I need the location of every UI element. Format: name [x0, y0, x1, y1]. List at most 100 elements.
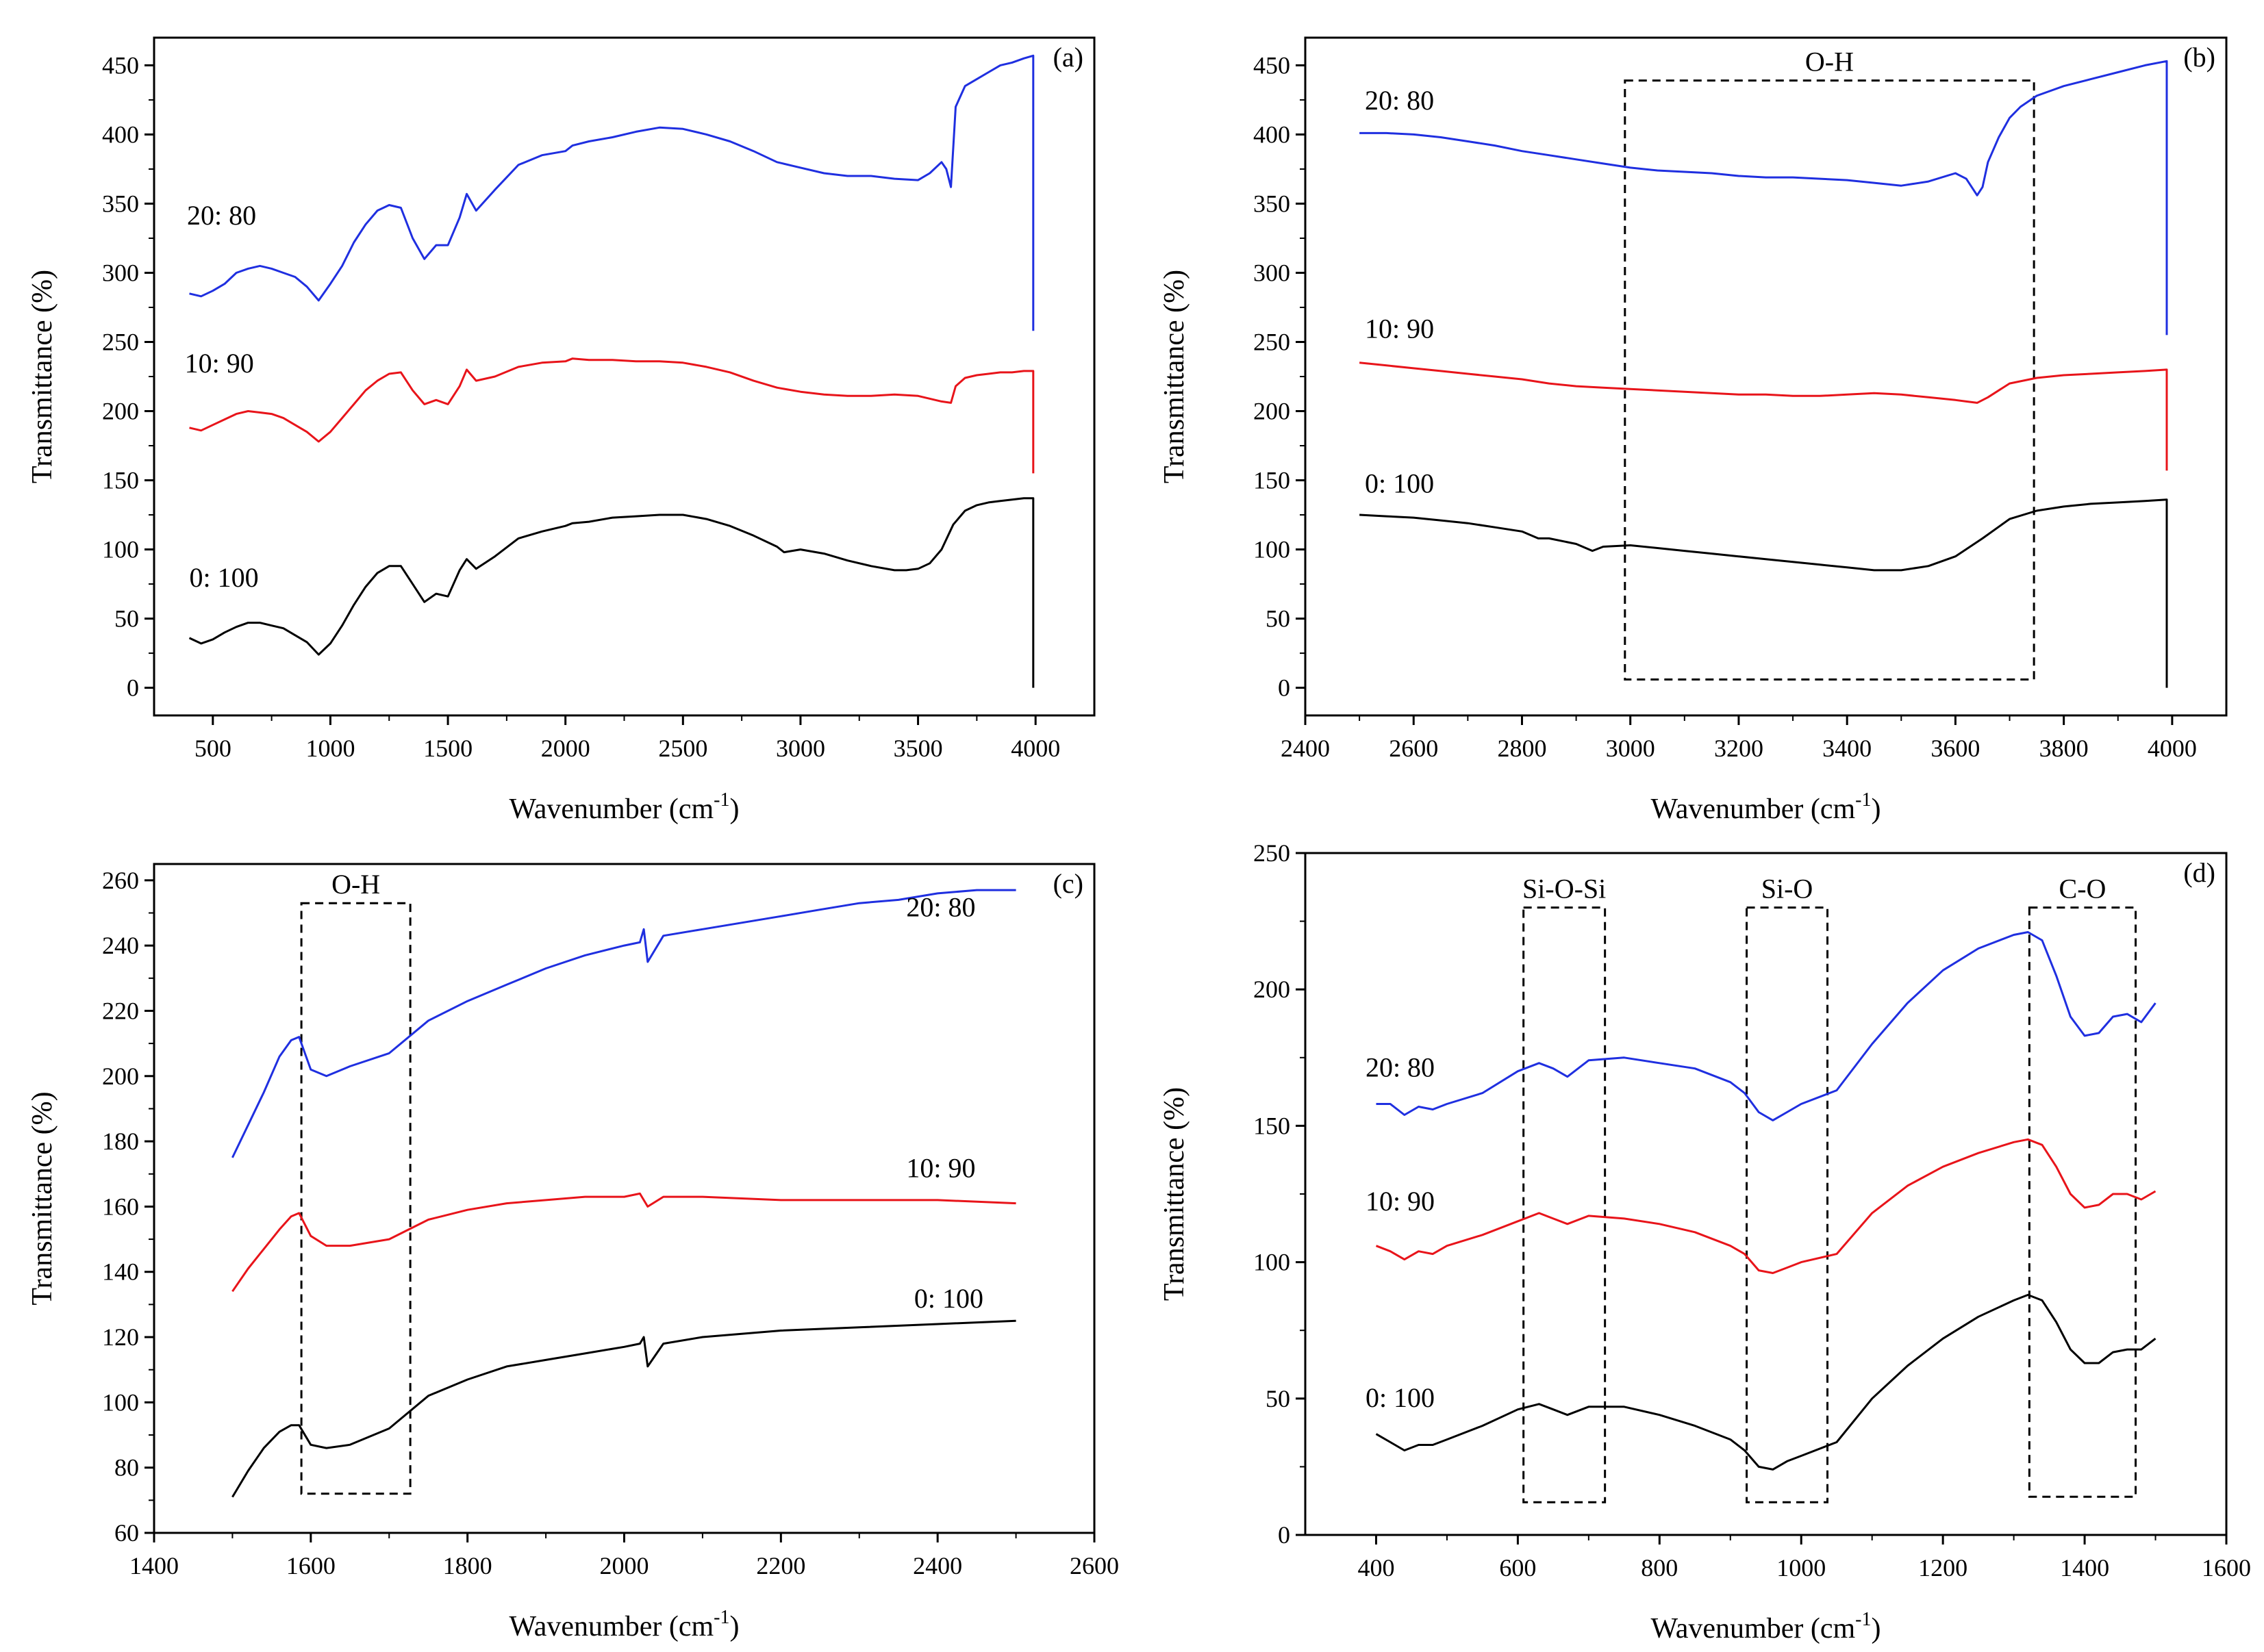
x-tick-label: 500: [194, 735, 231, 762]
x-tick-label: 3000: [1606, 735, 1655, 762]
x-tick-label: 3200: [1714, 735, 1763, 762]
x-axis-label-sup: -1: [714, 1607, 729, 1628]
y-tick-label: 0: [127, 674, 139, 702]
y-tick-label: 400: [1253, 120, 1290, 148]
x-axis-label-text: Wavenumber (cm: [510, 793, 714, 824]
y-tick-label: 200: [102, 1063, 139, 1090]
x-axis-label: Wavenumber (cm-1): [1651, 789, 1881, 824]
y-tick-label: 0: [1278, 1521, 1290, 1549]
series-line-0-100: [1375, 1293, 2156, 1471]
series-line-10-90: [189, 357, 1035, 474]
x-tick-label: 800: [1641, 1554, 1678, 1581]
y-tick-label: 350: [102, 190, 139, 217]
y-axis-label: Transmittance (%): [1159, 270, 1190, 483]
series-line-0-100: [231, 1319, 1016, 1498]
series-label: 0: 100: [189, 562, 258, 593]
y-tick-label: 450: [102, 51, 139, 79]
y-tick-label: 300: [102, 259, 139, 286]
y-tick-label: 240: [102, 932, 139, 959]
series-line-0-100: [1359, 498, 2168, 688]
x-axis-label-sup: -1: [714, 789, 729, 811]
x-axis-label: Wavenumber (cm-1): [510, 789, 740, 824]
y-tick-label: 50: [1266, 1385, 1290, 1412]
x-tick-label: 1400: [129, 1552, 179, 1579]
series-label: 20: 80: [906, 891, 975, 922]
series-label: 20: 80: [1365, 85, 1434, 116]
series-line-20-80: [1359, 60, 2168, 335]
x-tick-label: 3800: [2039, 735, 2089, 762]
y-tick-label: 260: [102, 867, 139, 894]
series-label: 20: 80: [1366, 1052, 1435, 1083]
chart-a: 500 1000 1500 2000 2500 3000 3500 4000 0 50 100 150…: [27, 36, 1096, 825]
x-tick-label: 1200: [1918, 1554, 1967, 1581]
panel-b: 2400 2600 2800 3000 3200 3400 3600 3800 4000 0 50 1…: [1132, 0, 2264, 825]
band-box: [300, 902, 412, 1495]
y-tick-label: 150: [1253, 467, 1290, 494]
x-axis-label-sup: -1: [1855, 1609, 1871, 1630]
x-tick-label: 1000: [305, 735, 355, 762]
y-axis-label: Transmittance (%): [1159, 1087, 1190, 1301]
x-tick-label: 400: [1357, 1554, 1394, 1581]
series-label: 0: 100: [914, 1283, 983, 1314]
series-label: 10: 90: [1365, 313, 1434, 344]
band-box: [1746, 906, 1829, 1503]
x-axis-label-text: Wavenumber (cm: [1651, 793, 1856, 824]
y-tick-label: 140: [102, 1258, 139, 1286]
series-label: 0: 100: [1366, 1382, 1435, 1413]
x-tick-label: 2400: [913, 1552, 962, 1579]
y-axis-label: Transmittance (%): [27, 1091, 58, 1305]
x-tick-label: 1500: [423, 735, 473, 762]
y-tick-label: 80: [114, 1454, 139, 1482]
chart-d: 400 600 800 1000 1200 1400 1600 0 50 100 150 200 250…: [1159, 839, 2251, 1644]
x-tick-label: 2000: [541, 735, 590, 762]
band-label: C-O: [2059, 874, 2106, 904]
band-label: Si-O-Si: [1522, 874, 1606, 904]
y-tick-label: 220: [102, 997, 139, 1024]
x-axis-label-end: ): [729, 1611, 739, 1642]
band-label: Si-O: [1761, 874, 1813, 904]
y-tick-label: 250: [1253, 328, 1290, 355]
plot-frame: [1304, 36, 2228, 717]
series-label: 10: 90: [185, 348, 254, 379]
y-tick-label: 100: [102, 1388, 139, 1416]
chart-c: 1400 1600 1800 2000 2200 2400 2600 60 80 100 120 14…: [27, 863, 1119, 1642]
y-tick-label: 100: [1253, 536, 1290, 563]
panel-label: (b): [2183, 42, 2215, 73]
plot-frame: [1304, 852, 2228, 1536]
x-axis-label-text: Wavenumber (cm: [510, 1611, 714, 1642]
x-tick-label: 4000: [2148, 735, 2197, 762]
x-axis-label: Wavenumber (cm-1): [510, 1607, 740, 1642]
series-label: 0: 100: [1365, 468, 1434, 499]
series-line-10-90: [1359, 361, 2168, 471]
x-tick-label: 2200: [756, 1552, 805, 1579]
band-box: [2028, 906, 2137, 1498]
x-tick-label: 2500: [658, 735, 707, 762]
y-tick-label: 300: [1253, 259, 1290, 286]
series-line-10-90: [1375, 1138, 2156, 1274]
y-tick-label: 50: [1266, 605, 1290, 633]
x-tick-label: 1400: [2060, 1554, 2109, 1581]
x-tick-label: 3400: [1822, 735, 1872, 762]
x-tick-label: 1000: [1776, 1554, 1826, 1581]
x-tick-label: 2600: [1389, 735, 1438, 762]
panel-label: (a): [1053, 42, 1083, 73]
band-label: O-H: [331, 869, 380, 900]
x-tick-label: 1600: [286, 1552, 336, 1579]
series-line-0-100: [188, 497, 1035, 688]
y-tick-label: 50: [114, 605, 139, 633]
x-tick-label: 3000: [776, 735, 825, 762]
y-tick-label: 200: [102, 398, 139, 425]
x-axis-label-text: Wavenumber (cm: [1651, 1613, 1856, 1644]
panel-a: 500 1000 1500 2000 2500 3000 3500 4000 0 50 100 150…: [0, 0, 1132, 825]
x-axis-label-end: ): [1871, 1613, 1881, 1644]
y-tick-label: 0: [1278, 674, 1290, 702]
x-tick-label: 4000: [1011, 735, 1060, 762]
y-tick-label: 200: [1253, 976, 1290, 1003]
y-tick-label: 250: [1253, 839, 1290, 867]
series-line-10-90: [231, 1192, 1016, 1293]
y-tick-label: 120: [102, 1323, 139, 1351]
x-tick-label: 2600: [1070, 1552, 1119, 1579]
series-label: 20: 80: [187, 200, 256, 231]
y-tick-label: 160: [102, 1193, 139, 1220]
